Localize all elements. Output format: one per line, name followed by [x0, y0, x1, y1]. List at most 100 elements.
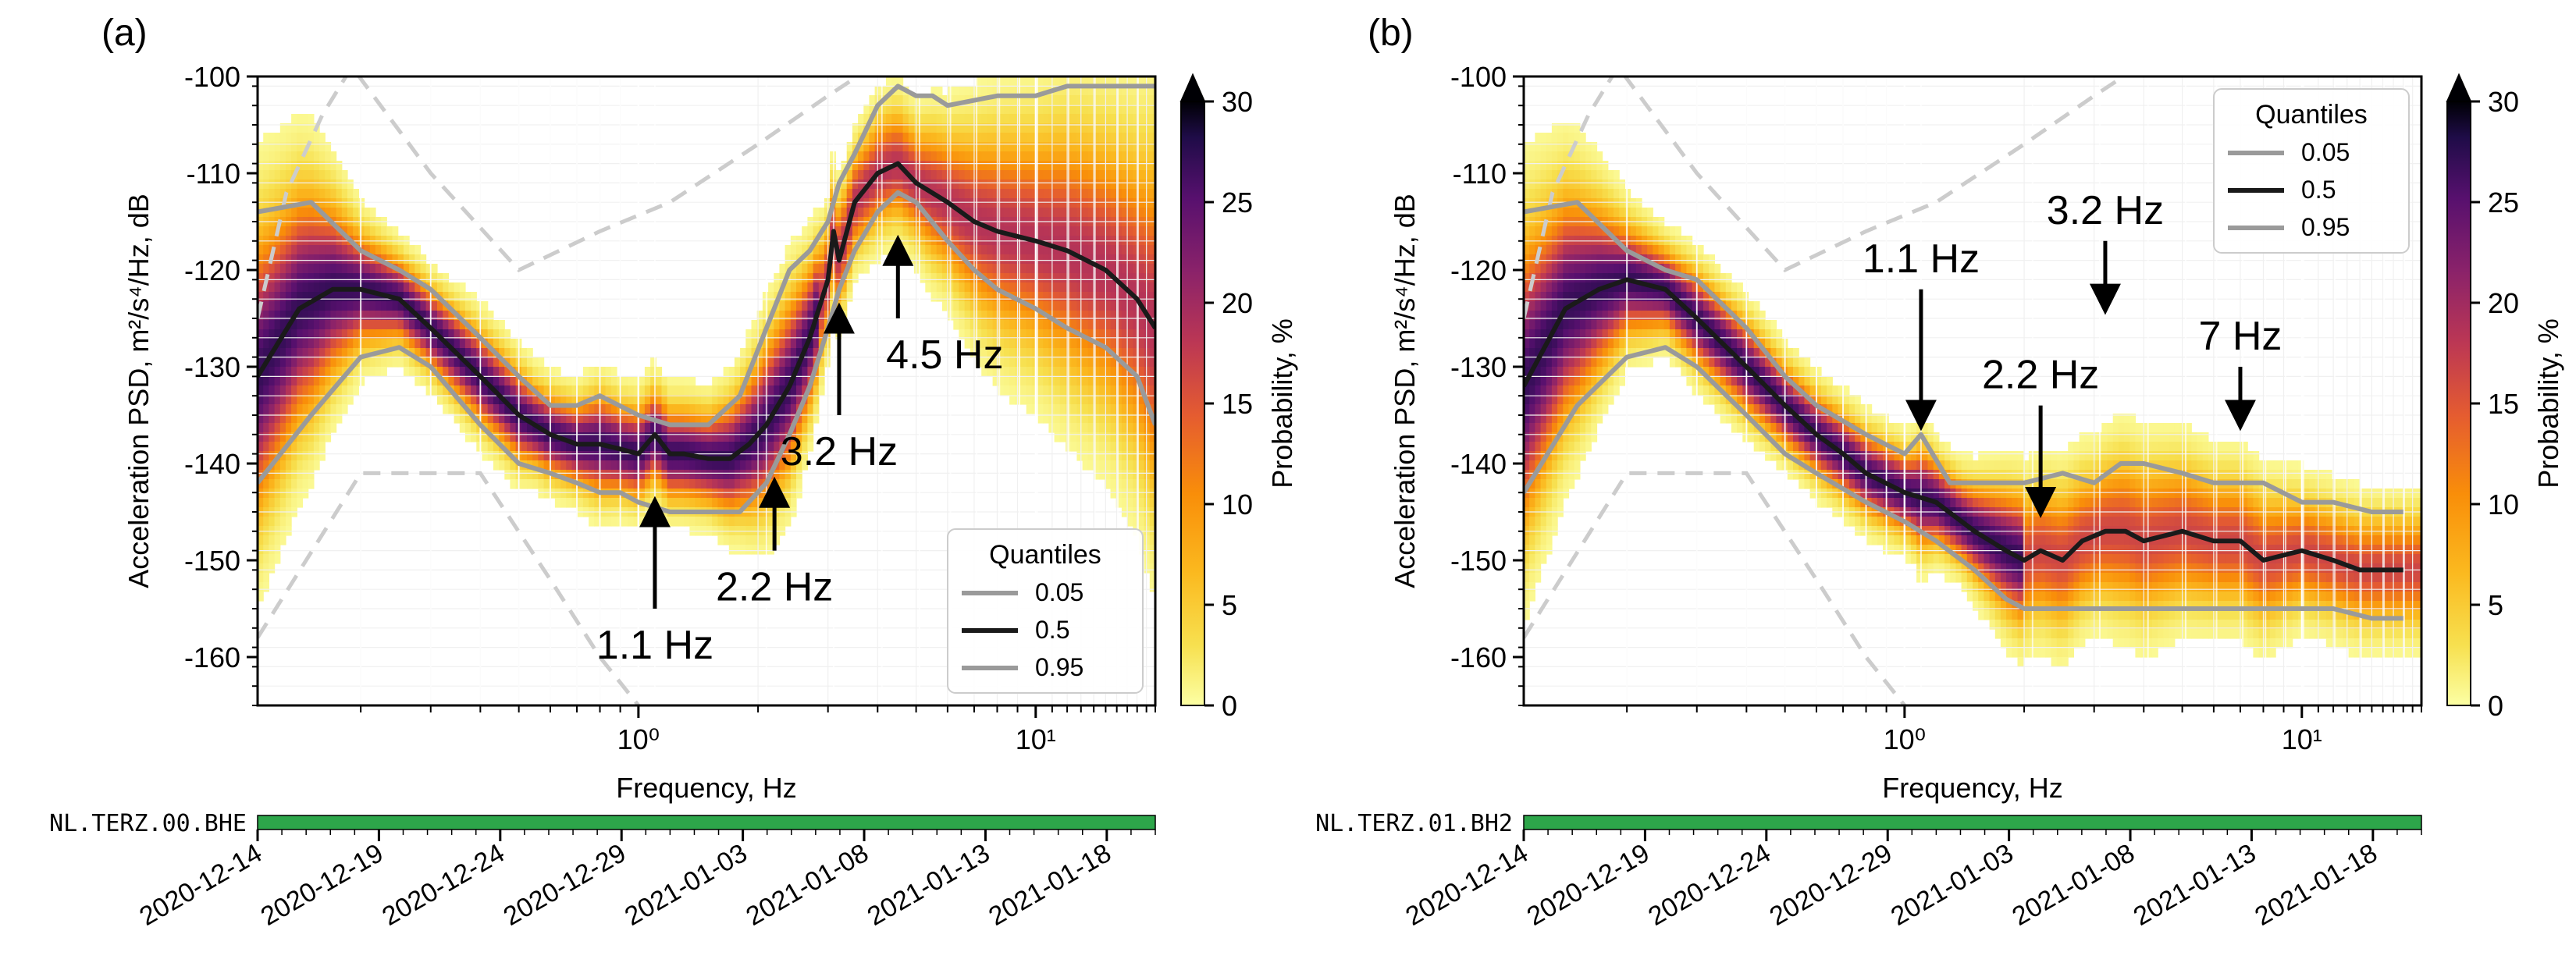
heatmap-cell: [1546, 133, 1553, 143]
heatmap-cell: [471, 423, 477, 433]
heatmap-cell: [454, 404, 461, 414]
heatmap-cell: [341, 198, 348, 208]
heatmap-cell: [1524, 151, 1530, 162]
heatmap-cell: [998, 282, 1005, 293]
heatmap-cell: [998, 254, 1005, 265]
heatmap-cell: [976, 254, 982, 265]
heatmap-cell: [745, 348, 753, 358]
heatmap-cell: [751, 376, 758, 386]
heatmap-cell: [981, 282, 987, 293]
heatmap-cell: [1133, 198, 1140, 208]
heatmap-cell: [464, 367, 471, 377]
heatmap-cell: [420, 329, 427, 339]
heatmap-cell: [913, 208, 920, 218]
heatmap-cell: [1026, 264, 1033, 274]
heatmap-cell: [920, 133, 926, 143]
heatmap-cell: [459, 301, 466, 311]
heatmap-cell: [403, 254, 410, 265]
heatmap-cell: [700, 414, 707, 424]
heatmap-cell: [1009, 357, 1016, 368]
heatmap-cell: [987, 179, 994, 190]
heatmap-cell: [521, 432, 528, 442]
heatmap-cell: [1009, 151, 1016, 162]
heatmap-cell: [1037, 123, 1044, 133]
heatmap-cell: [409, 367, 415, 377]
heatmap-cell: [1574, 367, 1581, 377]
heatmap-cell: [1557, 189, 1564, 199]
heatmap-cell: [313, 367, 320, 377]
heatmap-cell: [285, 395, 292, 405]
heatmap-cell: [1551, 432, 1558, 442]
heatmap-cell: [695, 404, 702, 414]
heatmap-cell: [269, 385, 276, 396]
heatmap-cell: [700, 479, 707, 489]
heatmap-cell: [1003, 123, 1010, 133]
heatmap-cell: [802, 414, 808, 424]
heatmap-cell: [291, 385, 297, 396]
heatmap-cell: [1020, 339, 1027, 349]
heatmap-cell: [976, 226, 982, 236]
heatmap-cell: [1020, 282, 1027, 293]
heatmap-cell: [936, 254, 943, 265]
heatmap-cell: [258, 554, 264, 564]
heatmap-cell: [880, 151, 887, 162]
heatmap-cell: [610, 376, 617, 386]
heatmap-cell: [1579, 451, 1586, 461]
heatmap-cell: [863, 198, 870, 208]
heatmap-cell: [1026, 385, 1033, 396]
heatmap-cell: [695, 470, 702, 480]
heatmap-cell: [976, 273, 982, 283]
heatmap-cell: [1591, 348, 1598, 358]
heatmap-cell: [319, 376, 326, 386]
heatmap-cell: [897, 179, 904, 190]
heatmap-cell: [600, 517, 607, 527]
heatmap-cell: [258, 254, 264, 265]
heatmap-cell: [930, 282, 938, 293]
heatmap-cell: [992, 329, 999, 339]
heatmap-cell: [1591, 339, 1598, 349]
heatmap-cell: [364, 301, 371, 311]
heatmap-cell: [1149, 423, 1155, 433]
heatmap-cell: [510, 423, 517, 433]
heatmap-cell: [633, 376, 640, 386]
heatmap-cell: [1037, 376, 1044, 386]
heatmap-cell: [258, 517, 264, 527]
heatmap-cell: [263, 554, 269, 564]
heatmap-cell: [409, 282, 415, 293]
heatmap-cell: [1551, 395, 1558, 405]
heatmap-cell: [1127, 226, 1133, 236]
heatmap-cell: [1619, 339, 1625, 349]
heatmap-cell: [913, 189, 920, 199]
heatmap-cell: [1082, 385, 1089, 396]
heatmap-cell: [425, 311, 432, 321]
heatmap-cell: [341, 329, 348, 339]
heatmap-cell: [656, 442, 663, 452]
heatmap-cell: [981, 339, 987, 349]
heatmap-cell: [336, 385, 343, 396]
heatmap-cell: [397, 245, 404, 255]
heatmap-cell: [1099, 95, 1105, 105]
heatmap-cell: [941, 226, 948, 236]
heatmap-cell: [1138, 320, 1145, 330]
heatmap-cell: [347, 254, 354, 265]
heatmap-cell: [908, 133, 915, 143]
heatmap-cell: [258, 311, 264, 321]
heatmap-cell: [1071, 254, 1077, 265]
heatmap-cell: [325, 161, 332, 171]
heatmap-cell: [1149, 404, 1155, 414]
heatmap-cell: [1149, 123, 1155, 133]
heatmap-cell: [263, 367, 269, 377]
heatmap-cell: [941, 133, 948, 143]
heatmap-cell: [756, 423, 763, 433]
heatmap-cell: [1614, 339, 1620, 349]
heatmap-cell: [336, 357, 343, 368]
heatmap-cell: [364, 339, 371, 349]
heatmap-cell: [1115, 161, 1123, 171]
heatmap-cell: [824, 254, 831, 265]
heatmap-cell: [448, 329, 455, 339]
heatmap-cell: [1110, 292, 1117, 302]
heatmap-cell: [258, 442, 264, 452]
heatmap-cell: [970, 273, 977, 283]
heatmap-cell: [1524, 442, 1530, 452]
heatmap-cell: [291, 254, 297, 265]
